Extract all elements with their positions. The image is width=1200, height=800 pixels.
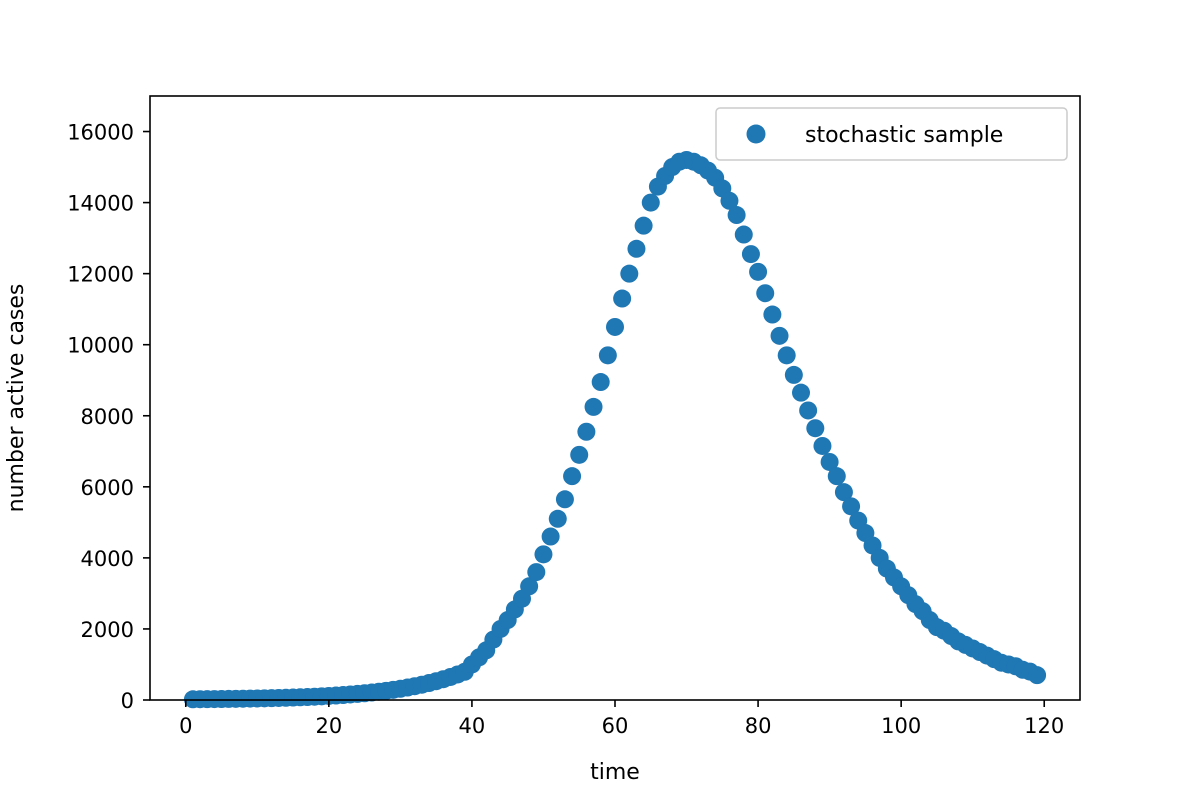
data-point xyxy=(641,193,660,212)
x-tick-label: 40 xyxy=(459,714,486,738)
data-point xyxy=(527,563,546,582)
data-point xyxy=(827,467,846,486)
x-tick-label: 80 xyxy=(745,714,772,738)
data-point xyxy=(813,436,832,455)
y-axis: 0 2000 4000 6000 8000 10000 12000 14000 16000 xyxy=(67,121,150,713)
x-tick-label: 100 xyxy=(881,714,921,738)
x-tick-label: 120 xyxy=(1024,714,1064,738)
data-point xyxy=(598,346,617,365)
data-point xyxy=(777,346,796,365)
legend: stochastic sample xyxy=(715,107,1068,161)
x-axis-label: time xyxy=(590,760,640,785)
y-tick-label: 0 xyxy=(121,689,134,713)
y-tick-label: 14000 xyxy=(67,192,134,216)
data-point xyxy=(842,497,861,516)
x-tick-label: 20 xyxy=(315,714,342,738)
x-tick-label: 0 xyxy=(179,714,192,738)
data-point xyxy=(634,216,653,235)
data-point xyxy=(727,206,746,225)
data-point xyxy=(627,239,646,258)
legend-box xyxy=(715,107,1068,161)
x-tick-label: 60 xyxy=(602,714,629,738)
data-point xyxy=(584,397,603,416)
data-point xyxy=(591,373,610,392)
data-point xyxy=(541,527,560,546)
data-point xyxy=(548,509,567,528)
y-tick-label: 10000 xyxy=(67,334,134,358)
data-points xyxy=(183,150,1047,709)
data-point xyxy=(784,365,803,384)
data-point xyxy=(563,467,582,486)
y-tick-label: 4000 xyxy=(81,547,134,571)
data-point xyxy=(534,545,553,564)
data-point xyxy=(770,326,789,345)
data-point xyxy=(763,305,782,324)
data-point xyxy=(570,445,589,464)
y-tick-label: 8000 xyxy=(81,405,134,429)
data-point xyxy=(806,419,825,438)
y-tick-label: 12000 xyxy=(67,263,134,287)
data-point xyxy=(756,284,775,303)
x-axis: 0 20 40 60 80 100 120 xyxy=(179,700,1064,738)
data-point xyxy=(606,317,624,336)
y-tick-label: 6000 xyxy=(81,476,134,500)
data-point xyxy=(520,577,539,596)
data-point xyxy=(1028,666,1047,685)
data-point xyxy=(720,191,739,210)
data-point xyxy=(792,383,810,402)
data-point xyxy=(620,264,639,283)
data-point xyxy=(734,225,753,244)
data-point xyxy=(834,483,853,502)
data-point xyxy=(749,262,768,281)
data-point xyxy=(820,452,839,471)
data-point xyxy=(741,245,760,264)
data-point xyxy=(613,289,632,308)
data-point xyxy=(555,490,574,509)
y-axis-label: number active cases xyxy=(4,284,29,513)
y-tick-label: 2000 xyxy=(81,618,134,642)
legend-marker xyxy=(746,124,766,144)
y-tick-label: 16000 xyxy=(67,121,134,145)
data-point xyxy=(799,401,818,420)
data-point xyxy=(577,422,596,441)
legend-entry-label: stochastic sample xyxy=(805,123,1003,148)
